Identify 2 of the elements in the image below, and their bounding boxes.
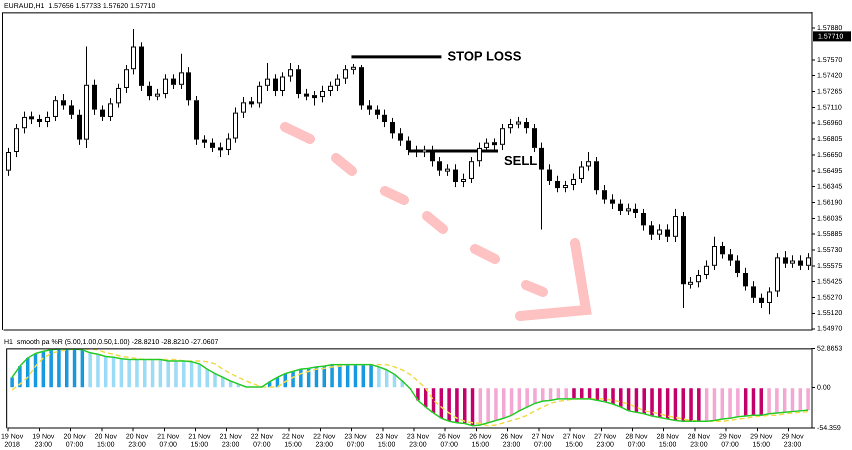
ref-line-label: SELL [504, 153, 538, 168]
ref-line-label: STOP LOSS [447, 48, 522, 64]
